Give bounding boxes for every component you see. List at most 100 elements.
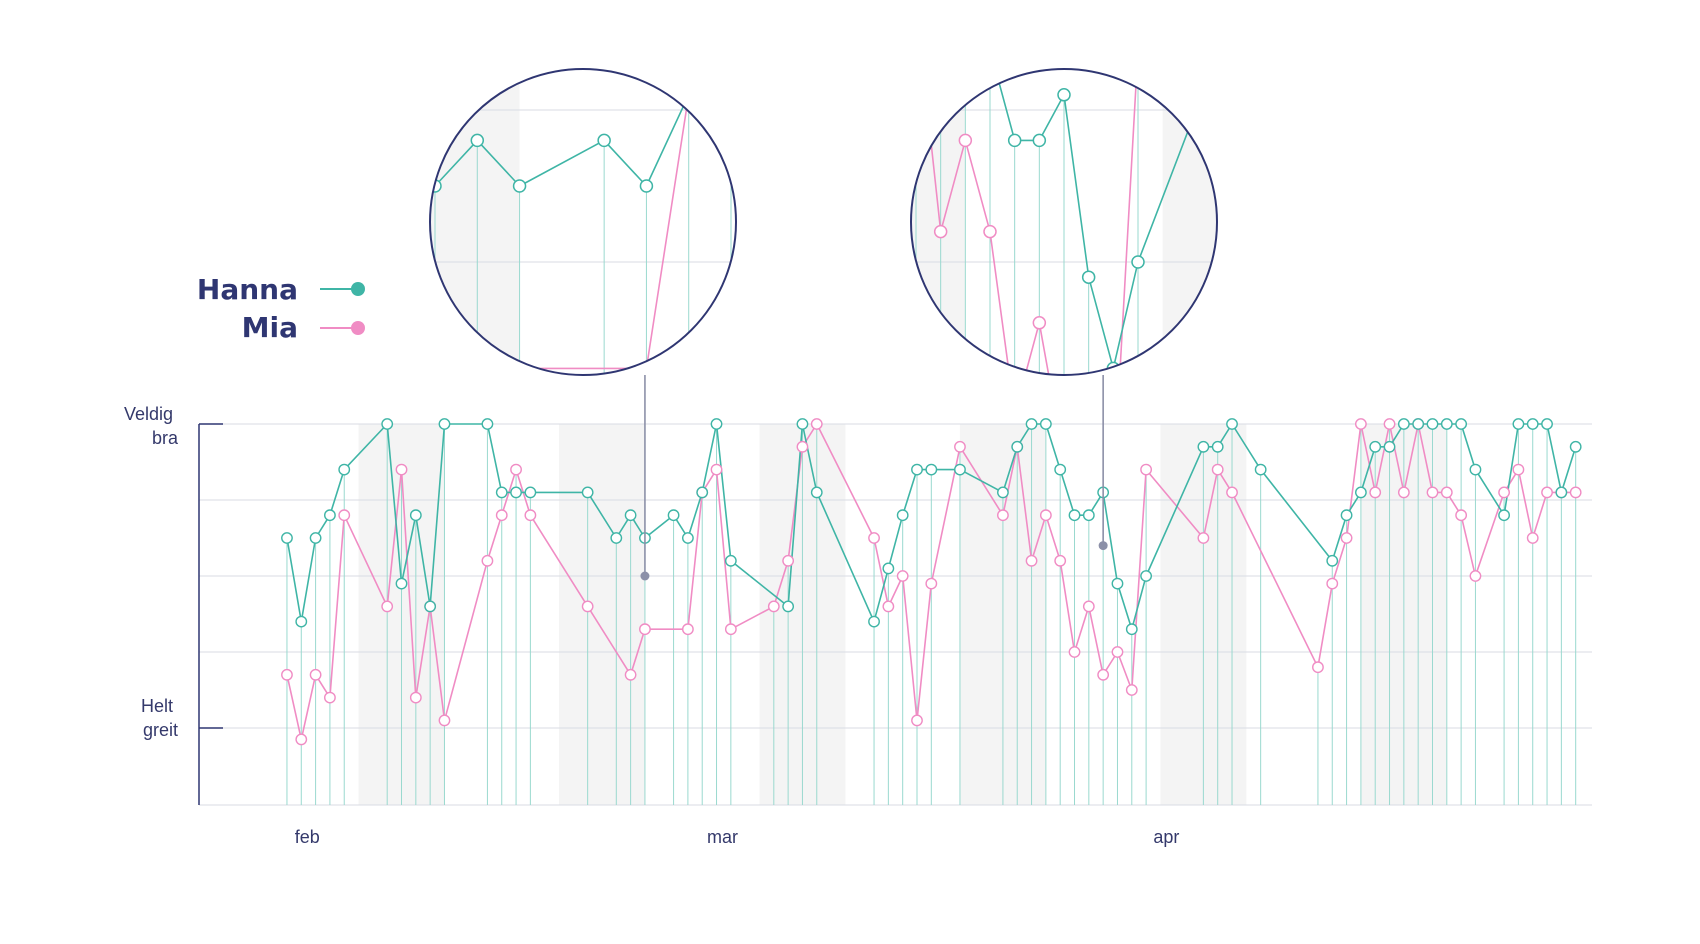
data-point-mia bbox=[681, 623, 694, 636]
inset-weekend-band bbox=[430, 69, 520, 375]
data-point-mia bbox=[911, 714, 923, 727]
inset-data-point-hanna bbox=[1032, 133, 1047, 148]
data-point-mia bbox=[1469, 570, 1482, 582]
data-point-mia bbox=[1140, 463, 1153, 476]
inset-data-point-hanna bbox=[1081, 270, 1096, 284]
data-point-mia bbox=[395, 463, 408, 476]
data-point-hanna bbox=[696, 486, 709, 499]
data-point-mia bbox=[309, 668, 322, 681]
inset-weekend-band bbox=[1162, 69, 1217, 375]
data-point-mia bbox=[954, 440, 966, 453]
data-point-hanna bbox=[1440, 418, 1453, 430]
data-point-mia bbox=[1340, 532, 1353, 544]
x-tick-label: apr bbox=[1153, 827, 1179, 847]
data-point-hanna bbox=[424, 600, 437, 613]
data-point-hanna bbox=[710, 418, 723, 430]
inset-data-point-mia bbox=[512, 361, 527, 375]
data-point-mia bbox=[1312, 661, 1324, 674]
data-point-mia bbox=[524, 509, 537, 522]
data-point-hanna bbox=[438, 418, 451, 430]
data-point-hanna bbox=[510, 486, 522, 499]
data-point-mia bbox=[338, 509, 351, 522]
inset-data-point-hanna bbox=[1057, 88, 1071, 102]
legend-dot-hanna bbox=[351, 282, 365, 296]
inset-data-point-mia bbox=[471, 454, 483, 466]
y-tick-label-top-line2: bra bbox=[152, 428, 179, 448]
data-point-hanna bbox=[1068, 509, 1081, 522]
inset-data-point-hanna bbox=[470, 133, 485, 148]
weekend-band bbox=[559, 424, 645, 805]
data-point-hanna bbox=[1555, 486, 1568, 499]
inset-data-point-mia bbox=[725, 43, 737, 55]
data-point-mia bbox=[510, 463, 522, 476]
data-point-mia bbox=[997, 509, 1009, 522]
data-point-mia bbox=[1082, 600, 1095, 613]
data-point-hanna bbox=[1111, 577, 1124, 590]
data-point-mia bbox=[1125, 684, 1138, 696]
y-tick-label-bottom-line1: Helt bbox=[141, 696, 173, 716]
data-point-hanna bbox=[338, 463, 351, 476]
data-point-hanna bbox=[896, 509, 909, 522]
data-point-mia bbox=[1455, 509, 1468, 522]
data-point-mia bbox=[1039, 509, 1052, 522]
inset-data-point-mia bbox=[1132, 43, 1144, 55]
data-point-mia bbox=[925, 577, 938, 590]
data-point-mia bbox=[1383, 418, 1396, 430]
data-point-hanna bbox=[1125, 623, 1138, 636]
inset-data-point-mia bbox=[983, 224, 997, 239]
data-point-mia bbox=[896, 570, 909, 582]
data-point-mia bbox=[1097, 668, 1110, 681]
legend-label-hanna: Hanna bbox=[197, 273, 298, 306]
data-point-mia bbox=[1541, 486, 1553, 499]
data-point-hanna bbox=[796, 418, 809, 430]
data-point-hanna bbox=[1011, 440, 1024, 453]
inset-weekend-band bbox=[1450, 69, 1700, 375]
data-point-hanna bbox=[1211, 440, 1224, 453]
data-point-mia bbox=[481, 554, 494, 567]
inset-anchor-dot bbox=[1098, 541, 1108, 551]
data-point-mia bbox=[1526, 532, 1539, 544]
data-point-mia bbox=[1569, 486, 1582, 499]
data-point-hanna bbox=[581, 486, 594, 499]
data-point-mia bbox=[581, 600, 594, 613]
data-point-hanna bbox=[1369, 440, 1382, 453]
data-point-hanna bbox=[997, 486, 1009, 499]
inset-data-point-hanna bbox=[639, 179, 654, 193]
data-point-mia bbox=[381, 600, 394, 613]
data-point-mia bbox=[710, 463, 723, 476]
x-tick-label: mar bbox=[707, 827, 738, 847]
data-point-hanna bbox=[481, 418, 494, 430]
data-point-hanna bbox=[1197, 440, 1210, 453]
inset-data-point-hanna bbox=[681, 88, 696, 102]
data-point-mia bbox=[281, 668, 293, 681]
data-point-mia bbox=[1211, 463, 1224, 476]
data-point-mia bbox=[1054, 554, 1067, 567]
data-point-hanna bbox=[810, 486, 823, 499]
y-axis: Veldig bra Helt greit bbox=[124, 404, 223, 805]
y-tick-label-bottom: Helt greit bbox=[141, 696, 178, 740]
data-point-hanna bbox=[1541, 418, 1553, 430]
data-point-hanna bbox=[610, 532, 623, 544]
inset-data-point-mia bbox=[639, 361, 654, 375]
data-point-mia bbox=[782, 554, 795, 567]
data-point-hanna bbox=[524, 486, 537, 499]
series-line-hanna bbox=[286, 423, 1577, 631]
x-axis-labels: feb mar apr bbox=[295, 827, 1180, 847]
data-point-hanna bbox=[281, 532, 293, 544]
data-point-hanna bbox=[1383, 440, 1396, 453]
data-point-mia bbox=[1426, 486, 1439, 499]
data-point-mia bbox=[1397, 486, 1410, 499]
data-point-mia bbox=[324, 691, 336, 704]
inset-data-point-mia bbox=[1107, 484, 1119, 496]
data-point-hanna bbox=[1512, 418, 1525, 430]
inset-border bbox=[910, 68, 1218, 376]
data-point-hanna bbox=[1054, 463, 1067, 476]
data-point-mia bbox=[1369, 486, 1382, 499]
data-point-mia bbox=[1197, 532, 1210, 544]
y-tick-label-top: Veldig bra bbox=[124, 404, 179, 448]
data-point-mia bbox=[1498, 486, 1510, 499]
data-point-hanna bbox=[724, 554, 737, 567]
data-point-hanna bbox=[1569, 440, 1582, 453]
inset-data-point-mia bbox=[1083, 408, 1095, 420]
